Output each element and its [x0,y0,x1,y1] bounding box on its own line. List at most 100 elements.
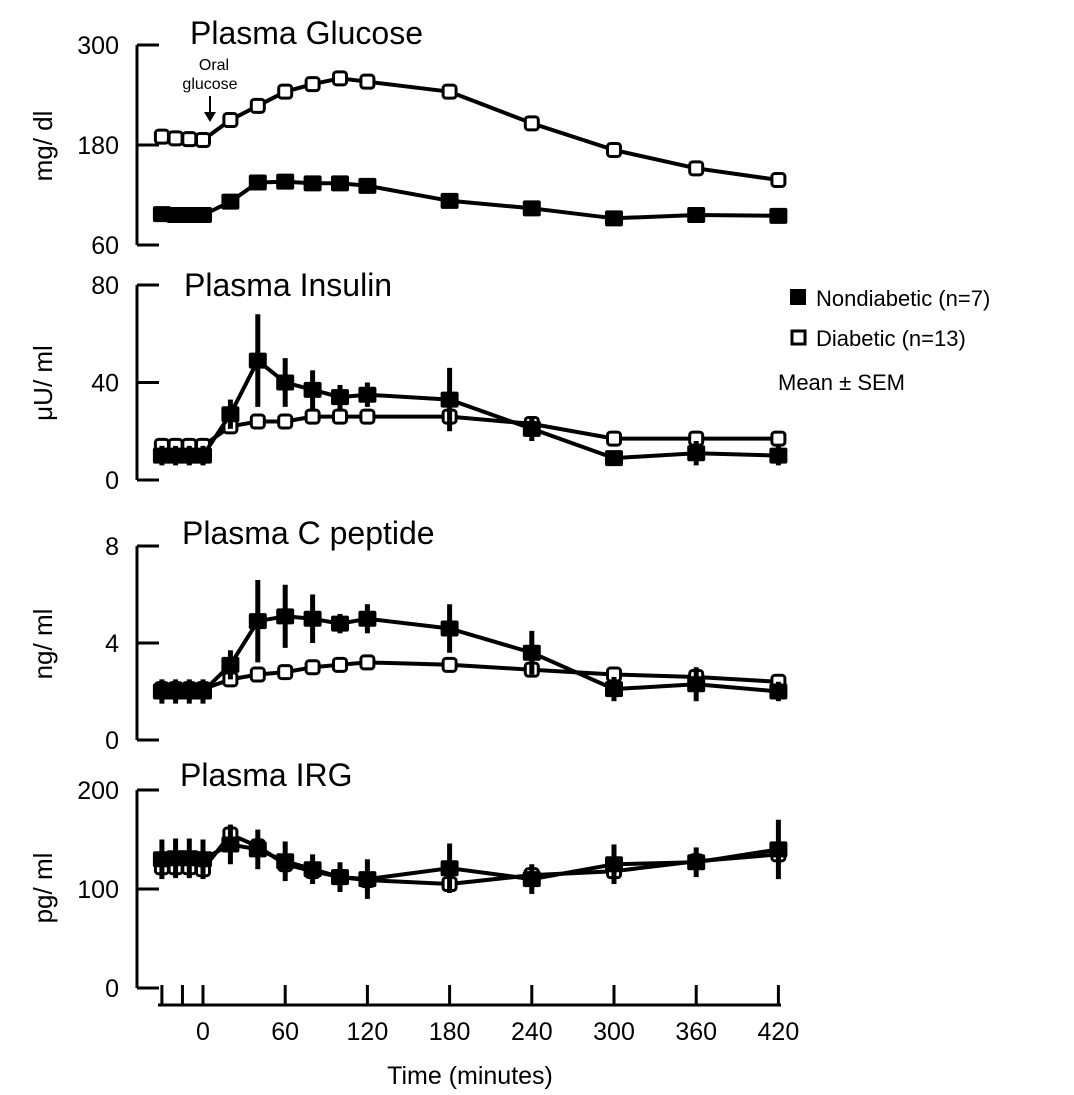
legend-label-nondiabetic: Nondiabetic (n=7) [816,286,990,311]
data-point [276,374,295,391]
data-point [277,83,294,100]
data-point [687,854,706,871]
x-tick-label: 420 [758,1018,800,1046]
data-point [181,131,198,148]
data-point [522,420,541,437]
data-point [331,615,349,632]
y-tick-label: 180 [77,132,119,160]
data-point [249,413,266,430]
data-point [194,683,212,700]
data-point [221,193,240,210]
y-tick-label: 0 [105,975,119,1003]
panel-title: Plasma Glucose [190,15,423,51]
data-point [180,207,199,223]
data-point [441,656,458,673]
data-point [248,613,267,630]
data-point [440,620,459,637]
data-point [522,871,541,888]
series-nondiabetic [152,579,788,704]
data-point [440,391,459,408]
y-tick-label: 8 [105,533,119,561]
data-point [358,871,377,888]
x-tick-label: 60 [271,1018,299,1046]
annotation-arrow [204,96,216,122]
data-point [605,210,623,227]
y-axis-label: mg/ dl [28,111,58,182]
data-point [358,386,377,403]
data-point [769,683,788,700]
data-point [303,381,322,398]
legend-label-diabetic: Diabetic (n=13) [816,326,966,351]
data-point [180,850,199,867]
series-nondiabetic [152,314,788,467]
data-point [606,142,622,158]
data-point [248,841,267,858]
data-point [440,860,459,877]
data-point [180,683,199,700]
data-point [248,352,267,369]
data-point [769,207,788,224]
data-point [195,132,211,148]
data-point [249,666,266,683]
data-point [248,174,267,191]
data-point [687,207,706,223]
data-point [152,683,171,700]
series-diabetic [153,70,787,188]
annotation-oral-glucose-line1: Oral [199,57,229,74]
data-point [152,851,171,868]
data-point [606,430,622,447]
y-tick-label: 0 [105,467,119,495]
y-tick-label: 4 [105,630,119,658]
y-tick-label: 100 [77,876,119,904]
data-point [332,408,348,425]
data-point [194,447,212,464]
data-point [194,851,212,868]
data-point [277,664,294,681]
data-point [359,408,376,425]
legend-marker-nondiabetic [790,289,806,305]
x-tick-label: 240 [511,1018,553,1046]
data-point [304,408,321,425]
panel-c-peptide: Plasma C peptide ng/ ml [28,515,435,740]
data-point [331,175,349,192]
data-point [359,73,376,90]
data-point [605,681,623,698]
data-point [303,610,322,627]
y-tick-label: 200 [77,777,119,805]
x-ticks: 0 60 120 180 240 300 360 420 [160,985,800,1046]
data-point [358,177,377,194]
x-tick-label: 0 [196,1018,210,1046]
data-point [166,447,185,464]
series-line [161,76,779,182]
series-line [161,358,779,461]
annotation-oral-glucose-line2: glucose [182,76,237,93]
series-nondiabetic [152,819,788,899]
y-axis-label: ng/ ml [28,609,58,680]
panel-title: Plasma C peptide [182,515,435,551]
data-point [332,656,348,673]
x-tick-label: 120 [347,1018,389,1046]
x-tick-label: 180 [429,1018,471,1046]
data-point [180,447,199,464]
data-point [331,389,349,406]
data-point [358,610,377,627]
panel-irg: Plasma IRG pg/ ml [28,757,352,988]
data-point [277,413,294,430]
data-point [167,130,184,147]
data-point [522,644,541,661]
data-point [221,406,240,423]
data-point [276,608,295,625]
data-point [166,850,185,867]
y-axis-label: pg/ ml [28,853,58,924]
data-point [304,659,321,676]
data-point [303,175,322,192]
data-point [249,97,266,114]
data-point [153,128,170,145]
data-point [332,70,348,87]
data-point [221,836,240,853]
panel-glucose: Plasma Glucose mg/ dl Oral glucose [28,15,423,245]
y-tick-label: 300 [77,32,119,60]
data-point [303,861,322,878]
data-point [440,192,459,209]
